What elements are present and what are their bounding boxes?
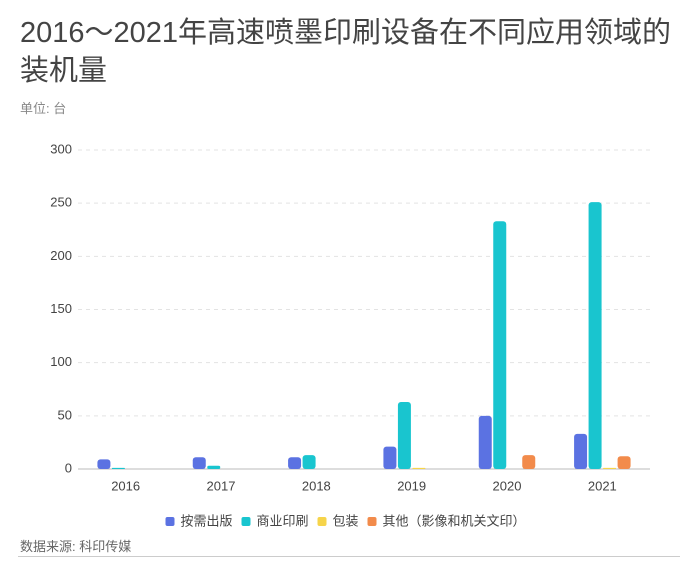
y-tick-label: 300 bbox=[50, 141, 72, 156]
divider bbox=[18, 556, 680, 557]
x-tick-label: 2018 bbox=[302, 478, 331, 493]
legend-label: 商业印刷 bbox=[257, 513, 309, 528]
x-tick-label: 2020 bbox=[493, 478, 522, 493]
source-note: 数据来源: 科印传媒 bbox=[20, 539, 132, 554]
y-tick-label: 50 bbox=[58, 407, 72, 422]
bar bbox=[192, 457, 206, 469]
y-tick-label: 0 bbox=[65, 460, 72, 475]
bar bbox=[207, 465, 221, 469]
y-tick-label: 200 bbox=[50, 248, 72, 263]
bar bbox=[588, 202, 602, 469]
bar bbox=[412, 467, 426, 469]
bar bbox=[288, 457, 302, 469]
x-tick-label: 2017 bbox=[207, 478, 236, 493]
chart-subtitle: 单位: 台 bbox=[20, 101, 67, 116]
bar bbox=[603, 467, 617, 469]
legend-swatch bbox=[241, 517, 251, 526]
bar bbox=[493, 221, 507, 469]
legend-label: 包装 bbox=[333, 513, 359, 528]
bar bbox=[617, 456, 631, 469]
y-tick-label: 100 bbox=[50, 354, 72, 369]
bar bbox=[111, 467, 125, 469]
bar bbox=[397, 402, 411, 469]
bar bbox=[522, 455, 536, 469]
x-tick-label: 2019 bbox=[397, 478, 426, 493]
legend-swatch bbox=[367, 517, 377, 526]
legend-swatch bbox=[165, 517, 175, 526]
y-tick-label: 150 bbox=[50, 301, 72, 316]
chart-title: 2016～2021年高速喷墨印刷设备在不同应用领域的装机量 bbox=[20, 17, 672, 87]
bar bbox=[574, 433, 588, 469]
bar bbox=[478, 415, 492, 469]
legend-swatch bbox=[317, 517, 327, 526]
x-tick-label: 2021 bbox=[588, 478, 617, 493]
x-tick-label: 2016 bbox=[111, 478, 140, 493]
bar bbox=[383, 446, 397, 469]
legend-label: 按需出版 bbox=[181, 513, 233, 528]
bar bbox=[302, 455, 316, 469]
y-tick-label: 250 bbox=[50, 195, 72, 210]
legend-label: 其他（影像和机关文印） bbox=[383, 513, 526, 528]
bar bbox=[97, 459, 111, 469]
